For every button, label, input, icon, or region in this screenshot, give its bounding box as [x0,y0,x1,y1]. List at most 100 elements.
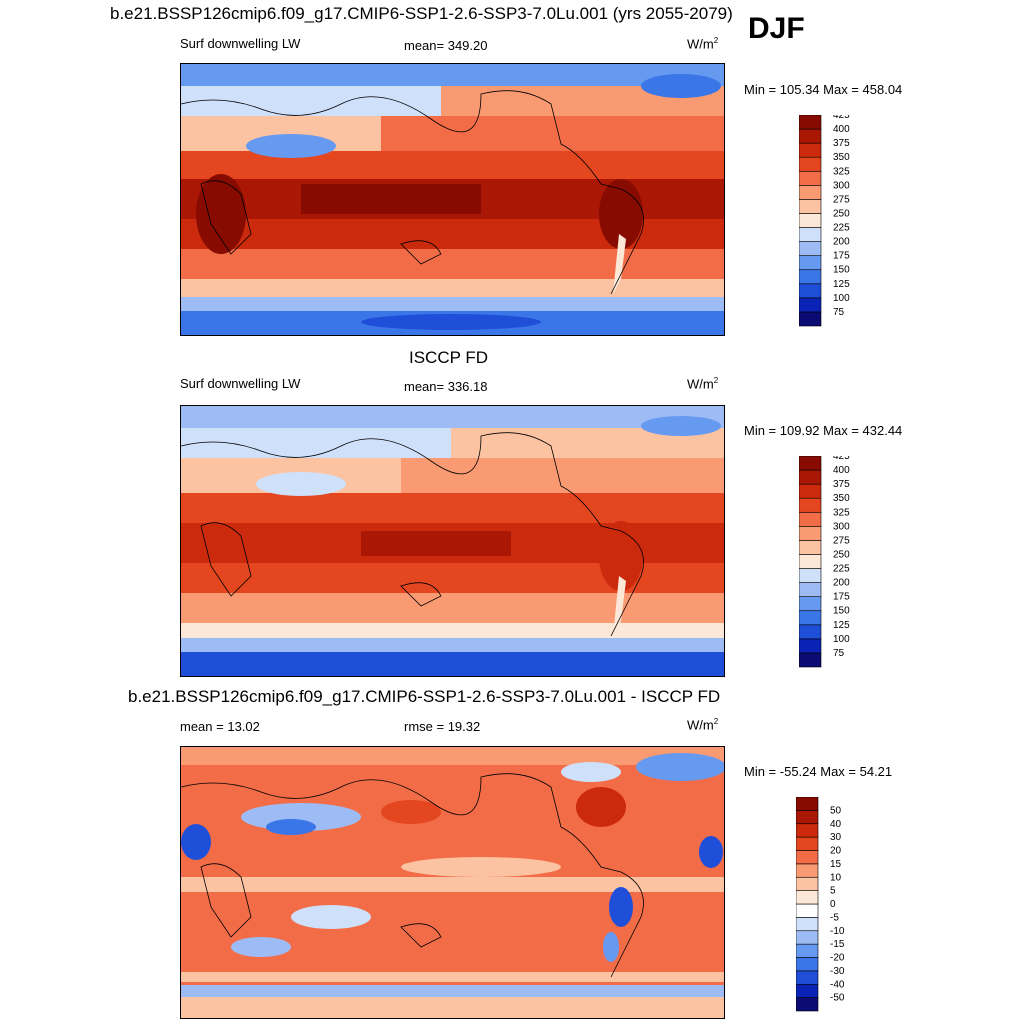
colorbar-tick-label: 150 [833,265,850,276]
colorbar-segment [798,199,822,214]
colorbar-segment [798,511,822,527]
colorbar-segment [798,624,822,640]
colorbar-tick-label: 175 [833,251,850,262]
panel-1-mean-label: mean= 349.20 [404,38,488,53]
colorbar-tick-label: 275 [833,194,850,205]
panel-3-mean-label: mean = 13.02 [180,719,260,734]
panel-3-title: b.e21.BSSP126cmip6.f09_g17.CMIP6-SSP1-2.… [128,687,721,706]
colorbar-segment [798,526,822,541]
colorbar-segment [798,297,822,313]
colorbar-tick-label: 350 [833,152,850,163]
colorbar-tick-label: 20 [830,846,842,857]
panel-2-variable-label: Surf downwelling LW [180,376,301,391]
panel-1-variable-label: Surf downwelling LW [180,36,301,51]
colorbar-segment [798,497,822,513]
colorbar-segment [798,483,822,499]
colorbar-tick-label: -30 [830,966,845,977]
colorbar-segment [795,917,819,932]
panel-2-units-label: W/m2 [687,376,719,392]
colorbar-segment [795,903,819,918]
panel-3-map [180,746,725,1019]
colorbar-tick-label: 0 [830,899,836,910]
colorbar-segment [798,610,822,626]
colorbar-segment [798,283,822,299]
colorbar-tick-label: -5 [830,912,839,923]
colorbar-tick-label: 175 [833,592,850,603]
colorbar-segment [795,943,819,958]
panel-3-colorbar: -50 -40 -30 -20 -15 -10 -5 0 5 10 15 20 30 40 50 [795,796,866,1020]
colorbar-tick-label: 275 [833,535,850,546]
colorbar-segment [798,114,822,130]
colorbar-tick-label: 225 [833,223,850,234]
colorbar-tick-label: 425 [833,456,850,462]
colorbar-segment [798,156,822,172]
colorbar-tick-label: -20 [830,953,845,964]
colorbar-tick-label: 5 [830,886,836,897]
colorbar-tick-label: -40 [830,979,845,990]
colorbar-segment [798,568,822,583]
colorbar-segment [798,142,822,158]
colorbar-tick-label: 400 [833,124,850,135]
colorbar-segment [795,957,819,972]
colorbar-tick-label: -15 [830,939,845,950]
colorbar-segment [795,810,819,825]
colorbar-tick-label: 375 [833,138,850,149]
panel-2-mean-label: mean= 336.18 [404,379,488,394]
colorbar-segment [798,170,822,186]
colorbar-segment [798,128,822,144]
colorbar-segment [795,863,819,878]
colorbar-segment [798,269,822,285]
colorbar-tick-label: 125 [833,279,850,290]
colorbar-segment [795,850,819,865]
panel-3-rmse-label: rmse = 19.32 [404,719,481,734]
colorbar-segment [798,652,822,668]
colorbar-tick-label: 15 [830,859,842,870]
colorbar-tick-label: 350 [833,493,850,504]
colorbar-tick-label: 100 [833,634,850,645]
colorbar-tick-label: 125 [833,620,850,631]
colorbar-segment [798,596,822,612]
colorbar-tick-label: 425 [833,115,850,121]
panel-2-title: ISCCP FD [409,348,489,367]
colorbar-segment [798,241,822,256]
colorbar-segment [795,997,819,1012]
colorbar-tick-label: 325 [833,166,850,177]
colorbar-segment [798,540,822,555]
panel-2-minmax-label: Min = 109.92 Max = 432.44 [744,423,903,438]
colorbar-tick-label: 75 [833,307,845,318]
panel-1-title: b.e21.BSSP126cmip6.f09_g17.CMIP6-SSP1-2.… [110,4,733,23]
colorbar-tick-label: 250 [833,549,850,560]
colorbar-segment [795,930,819,945]
colorbar-segment [795,823,819,838]
colorbar-segment [798,311,822,327]
colorbar-segment [795,836,819,851]
panel-2-colorbar: 75 100 125 150 175 200 225 250 275 300 325 350 375 40… [798,451,869,676]
panel-2-map [180,405,725,677]
colorbar-segment [798,185,822,200]
colorbar-segment [798,638,822,654]
panel-3-units-label: W/m2 [687,717,719,733]
colorbar-tick-label: 250 [833,208,850,219]
panel-3-minmax-label: Min = -55.24 Max = 54.21 [744,764,893,779]
colorbar-segment [798,227,822,242]
panel-1-colorbar: 75 100 125 150 175 200 225 250 275 300 325 350 375 40… [798,110,869,335]
season-label: DJF [748,12,805,45]
colorbar-tick-label: -50 [830,993,845,1004]
colorbar-segment [795,983,819,998]
colorbar-tick-label: 50 [830,805,842,816]
colorbar-tick-label: 75 [833,648,845,659]
colorbar-tick-label: 200 [833,578,850,589]
colorbar-tick-label: 400 [833,465,850,476]
colorbar-segment [798,582,822,597]
colorbar-segment [798,255,822,271]
colorbar-segment [795,796,819,811]
colorbar-tick-label: 300 [833,521,850,532]
colorbar-segment [795,890,819,905]
colorbar-tick-label: -10 [830,926,845,937]
colorbar-segment [798,213,822,228]
colorbar-segment [795,970,819,985]
colorbar-tick-label: 200 [833,237,850,248]
panel-1-minmax-label: Min = 105.34 Max = 458.04 [744,82,903,97]
colorbar-tick-label: 150 [833,606,850,617]
colorbar-tick-label: 225 [833,564,850,575]
